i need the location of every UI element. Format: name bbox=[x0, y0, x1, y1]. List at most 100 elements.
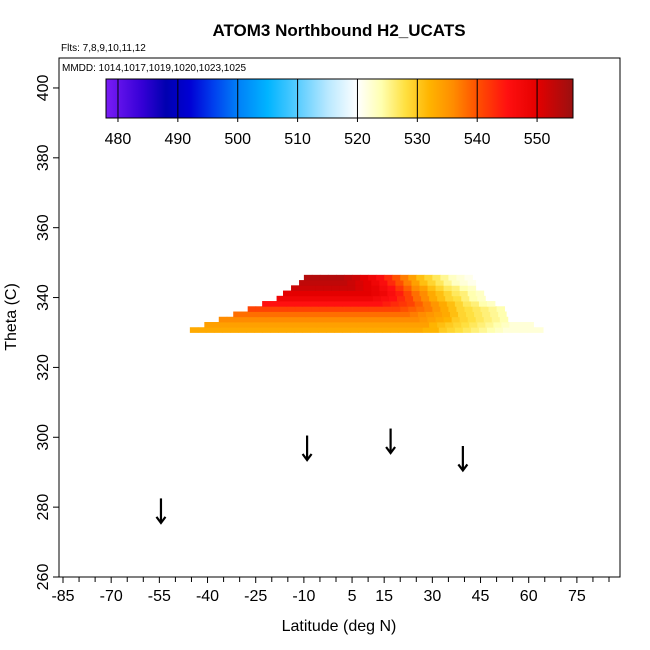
heatmap-cell bbox=[445, 295, 454, 302]
heatmap-cell bbox=[329, 311, 339, 318]
heatmap-cell bbox=[257, 311, 266, 318]
heatmap-cell bbox=[462, 327, 472, 333]
x-tick-label: 75 bbox=[568, 588, 586, 605]
heatmap-cell bbox=[299, 280, 308, 286]
heatmap-cell bbox=[535, 327, 544, 333]
heatmap-cell bbox=[292, 295, 302, 302]
heatmap-cell bbox=[286, 327, 295, 333]
heatmap-cell bbox=[313, 311, 322, 318]
heatmap-cell bbox=[334, 301, 343, 307]
heatmap-cell bbox=[400, 306, 409, 312]
heatmap-cell bbox=[397, 322, 406, 328]
heatmap-cell bbox=[262, 327, 271, 333]
heatmap-cell bbox=[483, 316, 493, 323]
heatmap-cell bbox=[348, 322, 358, 328]
heatmap-cell bbox=[246, 327, 255, 333]
heatmap-cell bbox=[291, 285, 300, 291]
heatmap-cell bbox=[427, 280, 436, 286]
heatmap-cell bbox=[480, 306, 489, 312]
heatmap-cell bbox=[297, 311, 306, 318]
heatmap-cell bbox=[517, 322, 526, 328]
heatmap-cell bbox=[368, 306, 377, 312]
x-tick-label: -85 bbox=[51, 588, 74, 605]
heatmap-cell bbox=[315, 316, 324, 323]
heatmap-cell bbox=[421, 322, 430, 328]
heatmap-cell bbox=[406, 301, 416, 307]
heatmap-cell bbox=[274, 316, 284, 323]
heatmap-cell bbox=[307, 316, 316, 323]
heatmap-cell bbox=[413, 295, 422, 302]
heatmap-cell bbox=[372, 295, 382, 302]
heatmap-cell bbox=[475, 290, 485, 297]
heatmap-cell bbox=[310, 301, 319, 307]
heatmap-cell bbox=[311, 274, 321, 281]
arrow-markers bbox=[155, 428, 469, 525]
heatmap-cell bbox=[305, 311, 314, 318]
heatmap-cell bbox=[451, 280, 461, 286]
heatmap-cell bbox=[377, 311, 387, 318]
heatmap-cell bbox=[454, 327, 464, 333]
heatmap-cell bbox=[379, 280, 388, 286]
heatmap-cell bbox=[284, 322, 294, 328]
heatmap-cell bbox=[509, 322, 518, 328]
heatmap-cell bbox=[470, 327, 480, 333]
heatmap-cell bbox=[236, 322, 245, 328]
heatmap-cell bbox=[307, 290, 316, 297]
heatmap-cell bbox=[355, 290, 364, 297]
heatmap-cell bbox=[299, 290, 308, 297]
heatmap-cell bbox=[498, 311, 507, 318]
heatmap-cell bbox=[409, 311, 419, 318]
heatmap-cell bbox=[456, 306, 465, 312]
heatmap-cell bbox=[350, 327, 359, 333]
heatmap-cell bbox=[212, 322, 221, 328]
y-axis: 260 280 300 320 340 360 380 400 bbox=[35, 75, 59, 590]
down-arrow-marker bbox=[155, 498, 167, 525]
heatmap-cell bbox=[303, 306, 313, 312]
heatmap-cell bbox=[316, 322, 326, 328]
heatmap-cell bbox=[374, 301, 383, 307]
heatmap-cell bbox=[336, 274, 345, 281]
heatmap-cell bbox=[350, 301, 359, 307]
heatmap-cell bbox=[392, 274, 401, 281]
heatmap-cell bbox=[278, 301, 287, 307]
heatmap-cell bbox=[397, 295, 406, 302]
heatmap-cell bbox=[440, 274, 449, 281]
heatmap-cell bbox=[478, 301, 488, 307]
heatmap-cell bbox=[443, 280, 453, 286]
heatmap-cell bbox=[319, 306, 329, 312]
heatmap-cell bbox=[276, 322, 286, 328]
heatmap-cell bbox=[342, 327, 351, 333]
heatmap-cell bbox=[323, 285, 332, 291]
heatmap-cell bbox=[324, 322, 334, 328]
x-tick-label: 5 bbox=[348, 588, 357, 605]
x-tick-label: 60 bbox=[520, 588, 538, 605]
heatmap-cell bbox=[478, 327, 488, 333]
heatmap-cell bbox=[437, 322, 446, 328]
heatmap-cell bbox=[369, 311, 379, 318]
heatmap-cell bbox=[273, 311, 282, 318]
heatmap-cell bbox=[387, 290, 396, 297]
heatmap-cell bbox=[379, 290, 388, 297]
heatmap-cell bbox=[400, 274, 409, 281]
heatmap-cell bbox=[337, 311, 347, 318]
heatmap-cell bbox=[491, 316, 501, 323]
heatmap-cell bbox=[427, 316, 436, 323]
heatmap-cell bbox=[490, 311, 499, 318]
heatmap-cell bbox=[406, 327, 416, 333]
x-tick-label: -25 bbox=[244, 588, 267, 605]
heatmap-cell bbox=[331, 285, 340, 291]
heatmap-cell bbox=[429, 295, 438, 302]
heatmap-cell bbox=[347, 316, 356, 323]
heatmap-cell bbox=[292, 322, 302, 328]
heatmap-cell bbox=[411, 280, 420, 286]
heatmap-cell bbox=[435, 285, 444, 291]
heatmap-cell bbox=[242, 316, 252, 323]
heatmap-cell bbox=[388, 295, 398, 302]
heatmap-cell bbox=[461, 322, 470, 328]
heatmap-cell bbox=[339, 316, 348, 323]
heatmap-cell bbox=[459, 316, 469, 323]
heatmap-cell bbox=[427, 285, 436, 291]
heatmap-cell bbox=[355, 316, 364, 323]
heatmap-cell bbox=[249, 311, 258, 318]
heatmap-cell bbox=[299, 316, 308, 323]
